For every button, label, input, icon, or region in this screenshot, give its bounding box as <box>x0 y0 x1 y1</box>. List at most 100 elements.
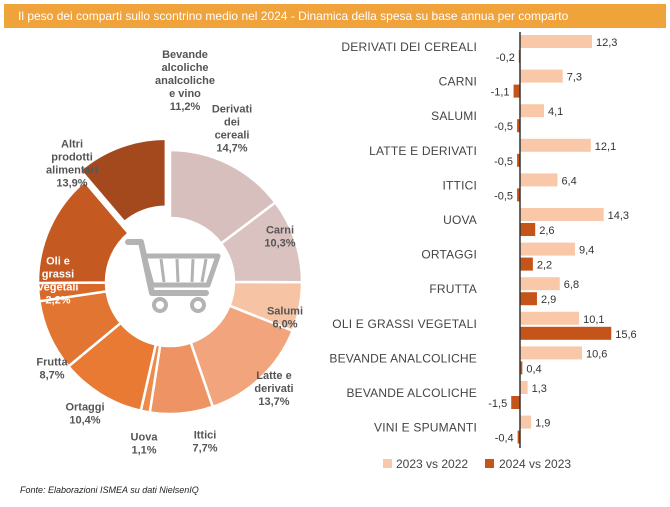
value-label-ittici-2023-vs-2022: 6,4 <box>561 175 576 187</box>
donut-label-ortaggi: Ortaggi <box>65 402 104 414</box>
donut-label-carni: Carni <box>266 225 294 237</box>
bar-frutta-2023-vs-2022 <box>520 277 560 291</box>
legend-label-2024: 2024 vs 2023 <box>499 457 571 471</box>
donut-label-salumi: Salumi <box>267 306 303 318</box>
category-label-frutta: FRUTTA <box>429 282 477 296</box>
bar-ortaggi-2023-vs-2022 <box>520 242 575 256</box>
value-label-latte-e-derivati-2024-vs-2023: -0,5 <box>494 156 513 168</box>
value-label-vini-e-spumanti-2023-vs-2022: 1,9 <box>535 418 550 430</box>
bar-bevande-analcoliche-2024-vs-2023 <box>520 361 523 375</box>
value-label-derivati-dei-cereali-2024-vs-2023: -0,2 <box>496 52 515 64</box>
bar-derivati-dei-cereali-2024-vs-2023 <box>518 50 520 63</box>
bar-latte-e-derivati-2024-vs-2023 <box>517 153 520 167</box>
donut-label-derivati-dei-cereali: cereali <box>215 130 250 142</box>
donut-label-ortaggi: 10,4% <box>69 415 100 427</box>
bar-oli-e-grassi-vegetali-2023-vs-2022 <box>520 311 580 325</box>
donut-label-derivati-dei-cereali: dei <box>224 117 240 129</box>
value-label-derivati-dei-cereali-2023-vs-2022: 12,3 <box>596 37 617 49</box>
value-label-bevande-alcoliche-2023-vs-2022: 1,3 <box>532 383 547 395</box>
bar-bevande-alcoliche-2024-vs-2023 <box>511 396 520 409</box>
donut-label-altri-prodotti-alimentari: prodotti <box>51 152 93 164</box>
bar-oli-e-grassi-vegetali-2024-vs-2023 <box>520 326 612 340</box>
value-label-bevande-analcoliche-2024-vs-2023: 0,4 <box>526 363 541 375</box>
donut-label-bevande-alcoliche-analcoliche-e-vino: alcoliche <box>161 62 208 74</box>
source-note: Fonte: Elaborazioni ISMEA su dati Nielse… <box>20 485 199 495</box>
donut-label-altri-prodotti-alimentari: 13,9% <box>56 178 87 190</box>
donut-label-bevande-alcoliche-analcoliche-e-vino: e vino <box>169 88 201 100</box>
legend: 2023 vs 2022 2024 vs 2023 <box>383 457 571 471</box>
donut-label-uova: Uova <box>131 432 159 444</box>
bar-uova-2023-vs-2022 <box>520 208 604 221</box>
shopping-cart-icon <box>125 239 221 313</box>
category-label-oli-e-grassi-vegetali: OLI E GRASSI VEGETALI <box>332 317 477 331</box>
value-label-ortaggi-2024-vs-2023: 2,2 <box>537 260 552 272</box>
value-label-frutta-2024-vs-2023: 2,9 <box>541 294 556 306</box>
value-label-bevande-alcoliche-2024-vs-2023: -1,5 <box>488 398 507 410</box>
category-label-vini-e-spumanti: VINI E SPUMANTI <box>374 421 477 435</box>
donut-label-oli-e-grassi-vegetali: vegetali <box>38 282 79 294</box>
bar-vini-e-spumanti-2024-vs-2023 <box>517 430 520 444</box>
donut-label-ittici: Ittici <box>194 430 217 442</box>
category-label-uova: UOVA <box>443 213 477 227</box>
bars <box>511 35 612 444</box>
category-label-derivati-dei-cereali: DERIVATI DEI CEREALI <box>341 40 477 54</box>
donut-label-frutta: Frutta <box>36 357 68 369</box>
donut-slice-bevande-alcoliche-analcoliche-e-vino <box>78 137 168 224</box>
bar-carni-2024-vs-2023 <box>513 84 520 98</box>
value-label-carni-2024-vs-2023: -1,1 <box>491 87 510 99</box>
value-label-salumi-2024-vs-2023: -0,5 <box>494 121 513 133</box>
category-label-latte-e-derivati: LATTE E DERIVATI <box>369 144 477 158</box>
value-label-uova-2023-vs-2022: 14,3 <box>608 210 629 222</box>
value-label-oli-e-grassi-vegetali-2024-vs-2023: 15,6 <box>615 329 636 341</box>
legend-label-2023: 2023 vs 2022 <box>396 457 468 471</box>
donut-label-altri-prodotti-alimentari: alimentari <box>46 165 98 177</box>
legend-swatch-2024 <box>485 459 494 468</box>
donut-label-carni: 10,3% <box>264 238 295 250</box>
category-label-salumi: SALUMI <box>431 109 477 123</box>
donut-label-oli-e-grassi-vegetali: grassi <box>42 269 74 281</box>
legend-swatch-2023 <box>383 459 392 468</box>
bar-ittici-2024-vs-2023 <box>517 188 520 202</box>
donut-label-derivati-dei-cereali: Derivati <box>212 104 252 116</box>
value-label-vini-e-spumanti-2024-vs-2023: -0,4 <box>495 433 514 445</box>
donut-slices <box>36 137 304 416</box>
value-label-frutta-2023-vs-2022: 6,8 <box>564 279 579 291</box>
donut-label-latte-e-derivati: Latte e <box>256 370 291 382</box>
donut-label-bevande-alcoliche-analcoliche-e-vino: Bevande <box>162 49 208 61</box>
bar-bevande-analcoliche-2023-vs-2022 <box>520 346 583 360</box>
value-label-ittici-2024-vs-2023: -0,5 <box>494 190 513 202</box>
donut-label-uova: 1,1% <box>131 445 156 457</box>
donut-label-derivati-dei-cereali: 14,7% <box>216 143 247 155</box>
donut-slice-altri-prodotti-alimentari <box>36 179 131 285</box>
bar-derivati-dei-cereali-2023-vs-2022 <box>520 35 592 48</box>
value-label-salumi-2023-vs-2022: 4,1 <box>548 106 563 118</box>
donut-label-salumi: 6,0% <box>272 319 297 331</box>
value-label-oli-e-grassi-vegetali-2023-vs-2022: 10,1 <box>583 314 604 326</box>
donut-label-ittici: 7,7% <box>192 443 217 455</box>
bar-ortaggi-2024-vs-2023 <box>520 257 533 271</box>
donut-label-oli-e-grassi-vegetali: Oli e <box>46 256 70 268</box>
value-label-carni-2023-vs-2022: 7,3 <box>567 72 582 84</box>
value-label-latte-e-derivati-2023-vs-2022: 12,1 <box>595 141 616 153</box>
bar-ittici-2023-vs-2022 <box>520 173 558 187</box>
category-labels: DERIVATI DEI CEREALI CARNI SALUMI LATTE E D… <box>329 40 477 435</box>
donut-label-latte-e-derivati: 13,7% <box>258 396 289 408</box>
donut-label-latte-e-derivati: derivati <box>254 383 293 395</box>
bar-vini-e-spumanti-2023-vs-2022 <box>520 415 532 429</box>
bar-salumi-2024-vs-2023 <box>517 119 520 133</box>
chart-title: Il peso dei comparti sullo scontrino med… <box>4 4 666 28</box>
category-label-carni: CARNI <box>439 75 477 89</box>
donut-label-bevande-alcoliche-analcoliche-e-vino: 11,2% <box>170 101 201 113</box>
donut-label-altri-prodotti-alimentari: Altri <box>61 139 83 151</box>
bar-uova-2024-vs-2023 <box>520 223 536 236</box>
bar-latte-e-derivati-2023-vs-2022 <box>520 138 591 152</box>
value-label-ortaggi-2023-vs-2022: 9,4 <box>579 245 594 257</box>
bar-carni-2023-vs-2022 <box>520 69 563 83</box>
donut-label-oli-e-grassi-vegetali: 2,2% <box>45 295 70 307</box>
category-label-ittici: ITTICI <box>442 178 477 192</box>
bar-frutta-2024-vs-2023 <box>520 292 537 306</box>
donut-label-bevande-alcoliche-analcoliche-e-vino: analcoliche <box>155 75 215 87</box>
category-label-bevande-analcoliche: BEVANDE ANALCOLICHE <box>329 351 477 365</box>
